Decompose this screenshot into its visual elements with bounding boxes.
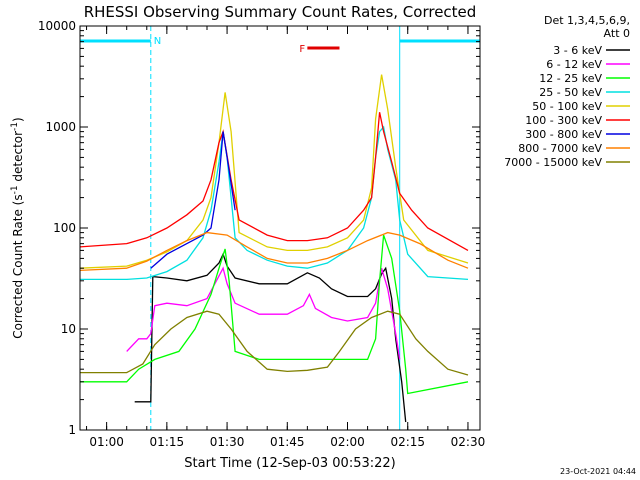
legend-header-line-2: Att 0 (604, 27, 630, 40)
y-tick-label: 10 (61, 322, 76, 336)
y-tick-label: 100 (53, 221, 76, 235)
y-axis-label: Corrected Count Rate (s-1 detector-1) (10, 117, 25, 338)
legend-label: 7000 - 15000 keV (504, 156, 602, 169)
legend-label: 100 - 300 keV (525, 114, 602, 127)
y-tick-label: 1000 (45, 120, 76, 134)
series-line-3 (80, 125, 469, 281)
legend-label: 12 - 25 keV (539, 72, 602, 85)
y-tick-label: 1 (68, 423, 76, 437)
x-tick-label: 01:30 (210, 435, 245, 449)
x-tick-label: 02:30 (451, 435, 486, 449)
legend-header-line-1: Det 1,3,4,5,6,9, (544, 14, 630, 27)
flare-flag-label: F (299, 44, 305, 55)
series-line-2 (80, 234, 469, 395)
night-label: N (154, 36, 161, 47)
legend-label: 3 - 6 keV (553, 44, 602, 57)
legend-label: 300 - 800 keV (525, 128, 602, 141)
y-axis: 1 10 100 1000 10000 (38, 19, 480, 437)
x-tick-label: 02:00 (330, 435, 365, 449)
series-line-7 (79, 231, 469, 272)
series-line-1 (126, 266, 401, 360)
legend-label: 25 - 50 keV (539, 86, 602, 99)
series-line-0 (134, 252, 407, 423)
x-axis-label: Start Time (12-Sep-03 00:53:22) (184, 456, 395, 471)
series-line-5 (79, 112, 469, 251)
x-tick-label: 01:45 (270, 435, 305, 449)
x-tick-label: 01:00 (89, 435, 124, 449)
legend-label: 50 - 100 keV (532, 100, 602, 113)
x-axis: 01:00 01:15 01:30 01:45 02:00 02:15 02:30 (86, 26, 486, 449)
timestamp: 23-Oct-2021 04:44 (560, 467, 636, 476)
legend-label: 800 - 7000 keV (518, 142, 602, 155)
series-line-6 (150, 131, 236, 269)
x-tick-label: 01:15 (150, 435, 185, 449)
x-tick-label: 02:15 (390, 435, 425, 449)
chart-title: RHESSI Observing Summary Count Rates, Co… (84, 3, 477, 21)
plot-frame (79, 25, 481, 431)
y-tick-label: 10000 (38, 19, 76, 33)
series-line-8 (80, 310, 469, 376)
legend-label: 6 - 12 keV (546, 58, 602, 71)
chart-marks: NF (79, 26, 481, 430)
